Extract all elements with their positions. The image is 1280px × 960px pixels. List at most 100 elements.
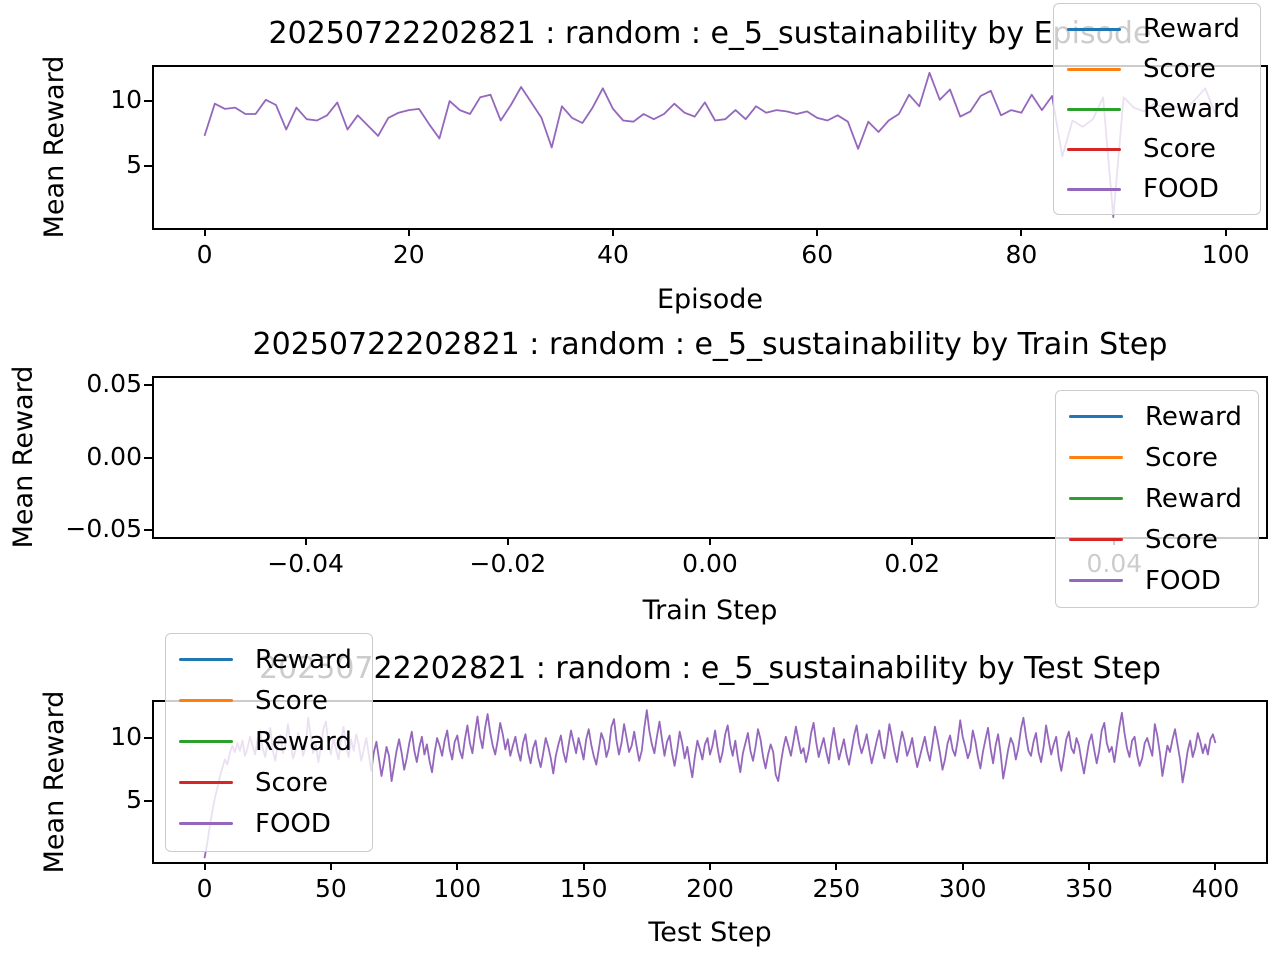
y-axis-label-test-step: Mean Reward	[39, 690, 70, 874]
legend-line-sample	[179, 740, 233, 743]
legend-label: FOOD	[255, 808, 331, 839]
plot-area-episode: 0 20 40 60 80 100 10 5	[110, 65, 1268, 268]
x-tick	[835, 862, 838, 870]
x-axis-label-episode: Episode	[656, 284, 764, 315]
food-line	[203, 709, 1217, 859]
x-tick-label: 150	[559, 874, 608, 903]
x-tick	[582, 862, 585, 870]
x-tick	[961, 862, 964, 870]
y-tick	[144, 100, 152, 103]
y-tick	[144, 164, 152, 167]
x-tick-label: 400	[1191, 874, 1240, 903]
legend-item: Reward	[166, 721, 372, 762]
legend-label: Reward	[1143, 14, 1240, 44]
x-tick-label: 100	[433, 874, 482, 903]
y-axis-label-train-step: Mean Reward	[8, 365, 39, 549]
food-line	[203, 71, 1217, 219]
legend-line-sample	[179, 822, 233, 825]
legend-label: Score	[1145, 524, 1218, 555]
x-tick-label: 350	[1065, 874, 1113, 903]
legend-label: Score	[255, 767, 328, 798]
legend-label: Score	[255, 685, 328, 716]
x-tick-label: 0.02	[884, 549, 941, 578]
chart-title-train-step: 20250722202821 : random : e_5_sustainabi…	[252, 327, 1168, 362]
legend-label: Reward	[1145, 401, 1242, 432]
x-tick-label: 200	[686, 874, 734, 903]
legend-item: Reward	[1056, 478, 1258, 519]
legend-item: Score	[1056, 437, 1258, 478]
legend-item: FOOD	[1054, 169, 1260, 209]
x-tick	[1020, 228, 1023, 236]
y-tick-label: 0.05	[86, 369, 142, 399]
legend-item: Reward	[166, 639, 372, 680]
x-tick-label: 50	[315, 874, 347, 903]
legend-line-sample	[1067, 107, 1121, 111]
y-tick-label: 5	[126, 785, 142, 815]
legend-item: Reward	[1056, 396, 1258, 437]
x-axis-label-train-step: Train Step	[642, 595, 778, 626]
legend-item: Score	[166, 762, 372, 803]
legend-label: Score	[1143, 134, 1216, 164]
legend-item: Score	[1054, 49, 1260, 89]
legend-line-sample	[1069, 579, 1123, 582]
chart-title-test-step: 20250722202821 : random : e_5_sustainabi…	[259, 651, 1161, 686]
x-tick	[203, 862, 206, 870]
legend-line-sample	[1069, 456, 1123, 459]
x-tick-label: 20	[392, 240, 425, 269]
x-tick-label: 60	[801, 240, 834, 269]
legend-label: Score	[1145, 442, 1218, 473]
y-tick-label: 10	[110, 722, 142, 752]
x-tick-label: 0.00	[682, 549, 738, 578]
x-tick-label: 0.04	[1086, 549, 1143, 578]
legend-item: Score	[166, 680, 372, 721]
y-tick-label: 10	[110, 85, 142, 115]
legend-line-sample	[179, 699, 233, 702]
x-tick	[407, 228, 410, 236]
legend-label: FOOD	[1145, 565, 1221, 596]
legend-line-sample	[1067, 27, 1121, 31]
legend-label: Reward	[1145, 483, 1242, 514]
y-tick	[144, 384, 152, 387]
legend-label: Reward	[255, 644, 352, 675]
x-tick	[1088, 862, 1091, 870]
x-tick-label: 0	[196, 240, 213, 269]
x-tick	[304, 537, 307, 545]
legend-item: Score	[1054, 129, 1260, 169]
legend-train-step: Reward Score Reward Score FOOD	[1055, 390, 1259, 608]
x-tick-label: 40	[597, 240, 629, 269]
legend-line-sample	[1067, 67, 1121, 71]
legend-item: FOOD	[166, 803, 372, 844]
y-tick	[144, 456, 152, 459]
x-tick-label: −0.04	[267, 549, 344, 578]
legend-item: Reward	[1054, 9, 1260, 49]
x-tick	[1214, 862, 1217, 870]
y-tick	[144, 737, 152, 740]
x-tick	[456, 862, 459, 870]
y-tick-label: −0.05	[65, 513, 142, 543]
legend-line-sample	[1069, 415, 1123, 418]
legend-item: FOOD	[1056, 560, 1258, 601]
legend-test-step: Reward Score Reward Score FOOD	[165, 633, 373, 852]
plot-area-train-step: −0.04 −0.02 0.00 0.02 0.04 0.05 0.00 −0.05	[65, 369, 1268, 577]
x-tick-label: 0	[196, 874, 213, 903]
x-tick	[203, 228, 206, 236]
legend-item: Score	[1056, 519, 1258, 560]
x-tick	[506, 537, 509, 545]
y-tick-label: 5	[126, 149, 142, 179]
x-axis-label-test-step: Test Step	[648, 917, 772, 948]
x-tick-label: 300	[938, 874, 987, 903]
x-tick	[329, 862, 332, 870]
x-tick	[709, 537, 711, 545]
legend-line-sample	[179, 781, 233, 784]
legend-line-sample	[1069, 497, 1123, 500]
legend-item: Reward	[1054, 89, 1260, 129]
x-tick-label: 80	[1005, 240, 1038, 269]
legend-label: FOOD	[1143, 174, 1219, 204]
x-tick-label: 250	[812, 874, 861, 903]
x-tick	[911, 537, 914, 545]
x-tick	[1113, 537, 1116, 545]
legend-label: Reward	[1143, 94, 1240, 124]
